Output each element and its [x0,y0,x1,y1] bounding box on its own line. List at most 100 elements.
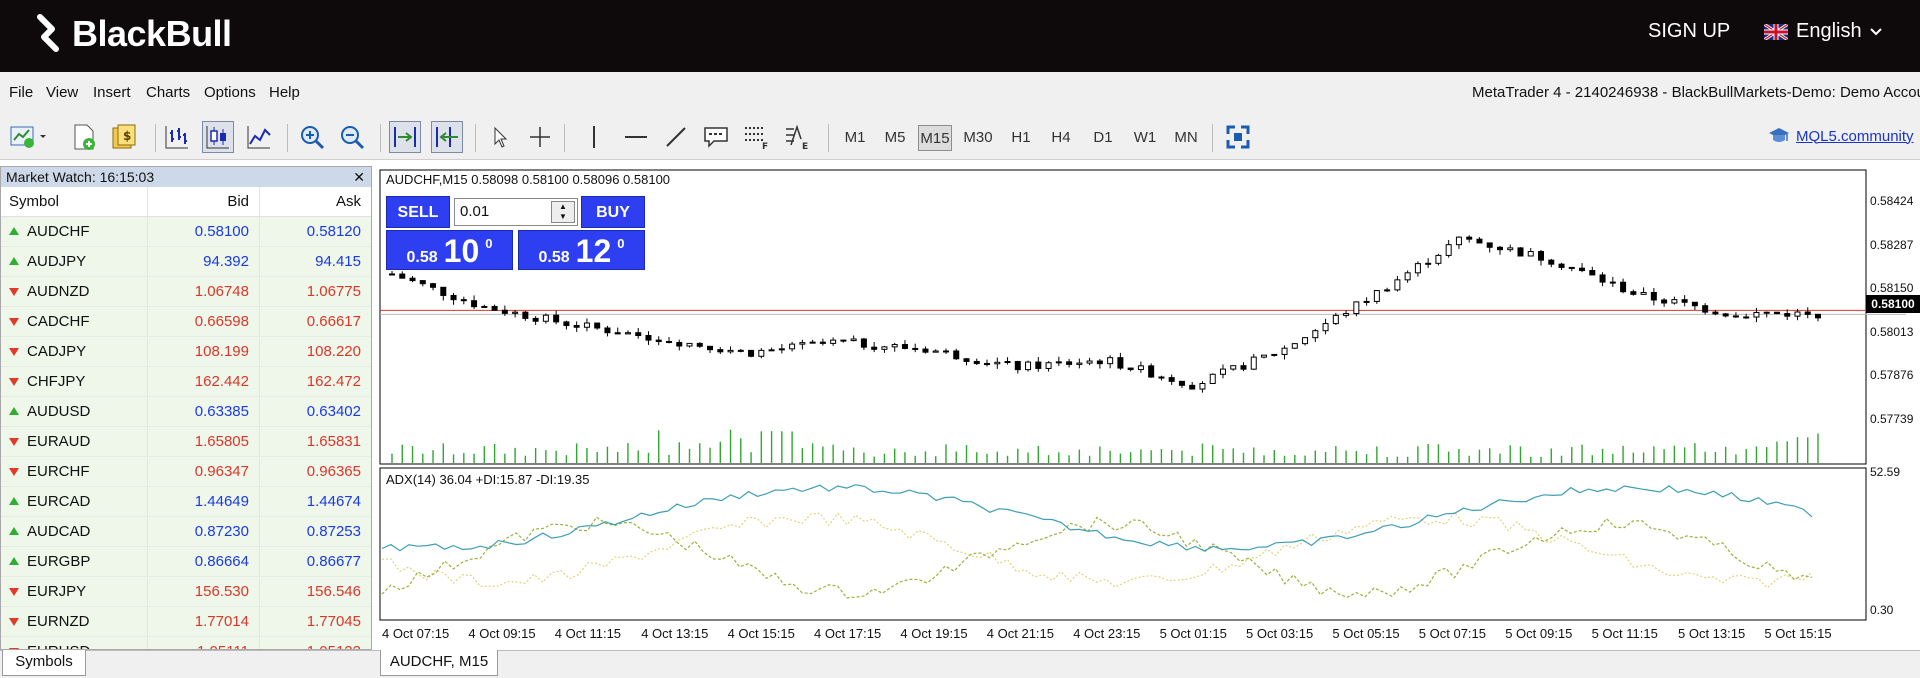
candle [1455,236,1462,246]
market-watch-row[interactable]: CHFJPY 162.442 162.472 [1,367,371,397]
sell-price[interactable]: 0.58 10 0 [386,230,513,270]
chevron-down-icon [1869,27,1882,35]
market-watch-row[interactable]: EURGBP 0.86664 0.86677 [1,547,371,577]
timeframe-m5[interactable]: M5 [884,129,906,146]
candle [1353,301,1360,315]
candle [1753,311,1760,318]
elliott-wave-button[interactable]: E [782,121,814,153]
symbol-name: EURCAD [27,492,91,510]
line-chart-button[interactable] [243,121,275,153]
arrow-down-icon [9,647,19,649]
market-watch-row[interactable]: AUDCHF 0.58100 0.58120 [1,217,371,247]
fibonacci-button[interactable]: F [740,121,772,153]
symbol-name: EURUSD [27,637,90,650]
sell-button[interactable]: SELL [386,196,450,228]
menu-charts[interactable]: Charts [146,84,191,101]
market-watch-row[interactable]: EURCAD 1.44649 1.44674 [1,487,371,517]
candlestick-button[interactable] [202,121,234,153]
menu-insert[interactable]: Insert [93,84,131,101]
candle [624,332,631,335]
menu-options[interactable]: Options [204,84,256,101]
uk-flag-icon [1764,23,1788,40]
timeframe-d1[interactable]: D1 [1093,129,1113,146]
timeframe-m1[interactable]: M1 [844,129,866,146]
buy-price[interactable]: 0.58 12 0 [518,230,645,270]
bid-cell: 0.96347 [147,457,259,486]
market-watch-row[interactable]: EURUSD 1.051111.05122 [1,637,371,650]
market-watch-row[interactable]: CADJPY 108.199 108.220 [1,337,371,367]
vertical-line-button[interactable] [578,121,610,153]
bar-chart-button[interactable] [161,121,193,153]
candle [1025,361,1032,371]
crosshair-button[interactable] [524,121,556,153]
fullscreen-button[interactable] [1222,121,1254,153]
candle [891,344,898,348]
timeframe-h4[interactable]: H4 [1051,129,1071,146]
menu-bar: File View Insert Charts Options Help Met… [0,72,1920,114]
candle [819,341,826,344]
column-header-symbol[interactable]: Symbol [9,193,60,210]
candle [471,300,478,308]
profiles-button[interactable] [68,121,100,153]
timeframe-w1[interactable]: W1 [1133,129,1157,146]
timeframe-m15[interactable]: M15 [918,125,952,151]
language-selector[interactable]: English [1764,20,1882,43]
symbol-name: AUDUSD [27,402,91,420]
buy-button[interactable]: BUY [581,196,645,228]
candle [532,317,539,322]
market-watch-row[interactable]: EURAUD 1.65805 1.65831 [1,427,371,457]
close-icon[interactable]: ✕ [353,169,365,185]
lot-size-input[interactable]: 0.01 ▲ ▼ [454,198,578,226]
candle [604,327,611,334]
column-header-bid[interactable]: Bid [147,187,259,216]
trendline-button[interactable] [660,121,692,153]
menu-view[interactable]: View [46,84,79,101]
market-watch-row[interactable]: AUDCAD 0.87230 0.87253 [1,517,371,547]
market-watch-row[interactable]: AUDJPY 94.392 94.415 [1,247,371,277]
new-chart-button[interactable] [8,121,48,153]
zoom-out-button[interactable] [336,121,368,153]
text-label-button[interactable] [700,121,732,153]
timeframe-mn[interactable]: MN [1174,129,1198,146]
candle [881,346,888,350]
symbol-cell: AUDUSD [1,397,147,426]
market-watch-row[interactable]: EURNZD 1.77014 1.77045 [1,607,371,637]
market-watch-row[interactable]: CADCHF 0.66598 0.66617 [1,307,371,337]
bid-cell: 1.44649 [147,487,259,516]
candle [583,322,590,328]
ask-cell: 156.546 [259,577,371,606]
market-watch-row[interactable]: AUDNZD 1.06748 1.06775 [1,277,371,307]
auto-scroll-button[interactable] [389,121,421,153]
tab-chart-audchf[interactable]: AUDCHF, M15 [380,650,498,676]
chart-shift-button[interactable] [431,121,463,153]
market-watch-row[interactable]: EURCHF 0.96347 0.96365 [1,457,371,487]
chart-header: AUDCHF,M15 0.58098 0.58100 0.58096 0.581… [386,172,671,187]
sign-up-link[interactable]: SIGN UP [1648,20,1731,42]
market-watch-row[interactable]: EURJPY 156.530 156.546 [1,577,371,607]
adx-line [381,484,1813,552]
candle [1209,373,1216,385]
timeframe-m30[interactable]: M30 [963,129,993,146]
mql5-link-label: MQL5.community [1796,127,1914,145]
market-watch-button[interactable]: $ [108,121,140,153]
candle [696,342,703,347]
timeframe-h1[interactable]: H1 [1011,129,1031,146]
lot-stepper[interactable]: ▲ ▼ [551,201,575,223]
market-watch-row[interactable]: AUDUSD 0.63385 0.63402 [1,397,371,427]
line-chart-icon [247,126,271,149]
svg-text:$: $ [123,129,131,143]
candle [860,338,867,348]
cursor-button[interactable] [484,121,516,153]
arrow-down-icon [9,437,19,446]
brand-logo[interactable]: BlackBull [36,12,232,56]
menu-file[interactable]: File [9,84,34,101]
column-header-ask[interactable]: Ask [259,187,371,216]
toolbar: $ F E M1 M5 [0,114,1920,160]
tab-symbols[interactable]: Symbols [2,650,86,676]
horizontal-line-button[interactable] [620,121,652,153]
candle [573,325,580,328]
menu-help[interactable]: Help [269,84,300,101]
zoom-in-button[interactable] [296,121,328,153]
horizontal-line-icon [625,136,647,138]
mql5-community-link[interactable]: MQL5.community [1768,126,1914,146]
